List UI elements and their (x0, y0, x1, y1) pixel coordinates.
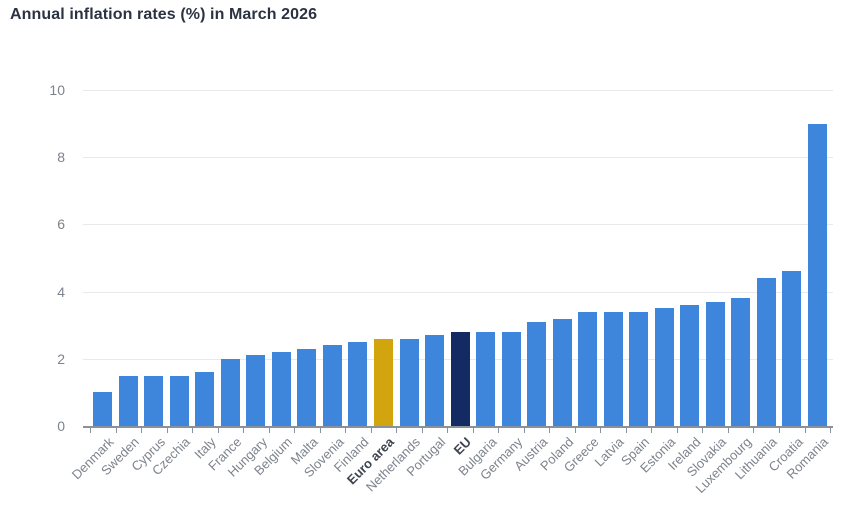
bar[interactable] (450, 331, 470, 426)
axis-tick (523, 428, 525, 433)
bar[interactable] (220, 358, 240, 426)
axis-tick (804, 428, 806, 433)
y-axis-label: 4 (57, 283, 65, 300)
bar[interactable] (756, 278, 776, 426)
bar[interactable] (731, 298, 751, 426)
axis-tick (319, 428, 321, 433)
axis-tick (421, 428, 423, 433)
axis-tick (830, 428, 831, 433)
axis-tick (472, 428, 474, 433)
axis-tick (192, 428, 194, 433)
bar[interactable] (578, 311, 598, 426)
axis-tick (676, 428, 678, 433)
bar[interactable] (195, 372, 215, 426)
bar[interactable] (603, 311, 623, 426)
chart-title: Annual inflation rates (%) in March 2026 (10, 6, 318, 23)
bar[interactable] (348, 342, 368, 426)
axis-tick (753, 428, 755, 433)
bar[interactable] (322, 345, 342, 426)
gridline (83, 224, 833, 226)
axis-tick (702, 428, 704, 433)
y-axis-label: 10 (49, 82, 65, 98)
bar[interactable] (373, 338, 393, 426)
bar[interactable] (552, 318, 572, 426)
bar[interactable] (144, 375, 164, 426)
bar[interactable] (629, 311, 649, 426)
axis-tick (217, 428, 219, 433)
axis-tick (574, 428, 576, 433)
axis-tick (243, 428, 245, 433)
axis-tick (141, 428, 142, 433)
bar[interactable] (297, 348, 317, 426)
bar[interactable] (807, 123, 827, 426)
bar[interactable] (476, 331, 495, 426)
bar[interactable] (782, 271, 802, 426)
bar[interactable] (705, 301, 725, 426)
bar[interactable] (246, 355, 266, 426)
axis-tick (370, 428, 372, 433)
bar[interactable] (425, 335, 444, 426)
gridline (83, 157, 833, 159)
axis-tick (625, 428, 627, 433)
y-axis-label: 0 (57, 418, 65, 434)
bar[interactable] (399, 338, 419, 426)
bar[interactable] (271, 352, 291, 426)
axis-tick (345, 428, 347, 433)
axis-tick (600, 428, 602, 433)
y-axis-label: 8 (57, 149, 65, 166)
axis-tick (779, 428, 780, 433)
y-axis-label: 6 (57, 216, 65, 233)
axis-tick (90, 428, 91, 433)
axis-tick (166, 428, 168, 433)
axis-tick (268, 428, 270, 433)
y-axis-label: 2 (57, 350, 65, 367)
axis-tick (651, 428, 653, 433)
axis-tick (294, 428, 296, 433)
axis-tick (115, 428, 117, 433)
bar[interactable] (169, 375, 189, 426)
x-axis-line (83, 426, 833, 428)
axis-tick (447, 428, 449, 433)
bar[interactable] (680, 305, 700, 426)
bar[interactable] (654, 308, 674, 426)
axis-tick (498, 428, 500, 433)
bar[interactable] (527, 321, 547, 426)
bar[interactable] (501, 331, 521, 426)
axis-tick (727, 428, 729, 433)
bar[interactable] (118, 375, 138, 426)
axis-tick (396, 428, 398, 433)
bar[interactable] (93, 392, 113, 426)
gridline (83, 291, 833, 293)
axis-tick (549, 428, 551, 433)
gridline (83, 90, 833, 91)
